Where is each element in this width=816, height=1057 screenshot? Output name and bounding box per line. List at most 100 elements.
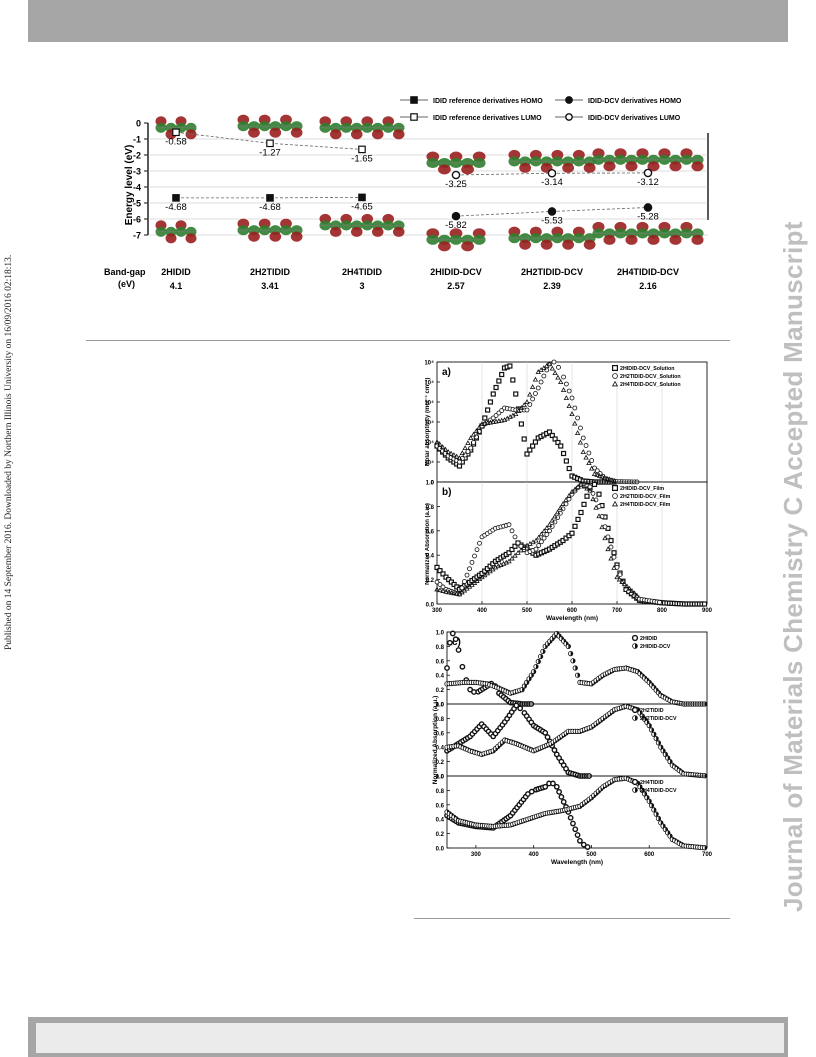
spectrum-point	[542, 374, 546, 378]
spectrum-point	[556, 376, 560, 380]
energy-ytick-label: -1	[133, 135, 141, 145]
bandgap-table: Band-gap(eV)2HIDID4.12H2TIDID3.412H4TIDI…	[104, 267, 679, 291]
legend-label: 2H4TIDID	[640, 780, 664, 786]
spectrum-point	[564, 459, 568, 463]
spectrum-point	[486, 408, 490, 412]
spectrum-point	[460, 586, 464, 590]
energy-point	[644, 204, 651, 211]
spectrum-point	[576, 416, 580, 420]
spectrum-point	[564, 382, 568, 386]
spectrum-point	[597, 492, 601, 496]
download-notice: Published on 14 September 2016. Download…	[4, 255, 14, 650]
legend-marker	[613, 382, 618, 386]
spectrum-point	[550, 367, 554, 371]
spectrum-point	[573, 406, 577, 410]
spectrum-point	[528, 448, 532, 452]
xtick-label: 300	[432, 608, 443, 614]
spectrum-point	[507, 523, 511, 527]
spectrum-point	[531, 397, 535, 401]
energy-point	[452, 213, 459, 220]
legend-marker	[613, 374, 618, 379]
spectrum-point	[519, 422, 523, 426]
energy-value-label: -1.27	[259, 147, 281, 158]
page-footer-bar	[28, 1017, 788, 1057]
legend-marker	[613, 494, 618, 499]
xtick-label: 800	[657, 608, 668, 614]
bandgap-value: 2.16	[639, 281, 657, 291]
spectrum-point	[510, 529, 514, 533]
energy-value-label: -5.28	[637, 211, 659, 222]
orbital-sketch-lumo-2	[319, 116, 404, 139]
plot-frame	[447, 704, 707, 776]
energy-value-label: -5.53	[541, 215, 563, 226]
orbital-lobe	[461, 164, 474, 174]
x-axis-label: Wavelength (nm)	[551, 859, 603, 866]
spectrum-point	[585, 494, 589, 498]
orbital-lobe	[647, 235, 659, 245]
spectrum-point	[460, 665, 464, 669]
legend-label: IDID reference derivatives LUMO	[433, 115, 542, 122]
energy-point	[644, 169, 651, 176]
legend-marker	[411, 97, 417, 103]
spectrum-point	[584, 456, 588, 460]
spectrum-point	[567, 467, 571, 471]
spectrum-point	[466, 450, 470, 454]
molecule-orbital-sketches	[156, 115, 704, 252]
orbital-lobe	[584, 240, 596, 250]
spectrum-point	[548, 523, 552, 527]
xtick-label: 300	[471, 852, 482, 858]
spectrum-point	[508, 364, 512, 368]
energy-value-label: -3.25	[445, 179, 467, 190]
legend-marker	[613, 502, 618, 506]
spectrum-point	[469, 436, 473, 440]
legend-marker	[411, 114, 417, 120]
orbital-lobe	[351, 227, 363, 237]
orbital-lobe	[541, 240, 553, 250]
spectrum-point	[525, 408, 529, 412]
spectrum-point	[483, 416, 487, 420]
spectrum-point	[537, 543, 541, 547]
energy-ytick-label: 0	[136, 119, 141, 129]
figure-rule-bottom	[414, 918, 730, 919]
orbital-lobe	[625, 161, 637, 171]
ytick-label: 0.2	[436, 832, 445, 838]
spectrum-point	[463, 446, 467, 450]
spectrum-point	[590, 459, 594, 463]
spectrum-point	[555, 785, 559, 789]
spectrum-point	[573, 827, 577, 831]
spectrum-point	[516, 541, 520, 545]
spectrum-point	[536, 386, 540, 390]
spectrum-point	[448, 641, 452, 645]
spectrum-point	[570, 531, 574, 535]
spectrum-point	[571, 821, 575, 825]
spectrum-point	[578, 426, 582, 430]
spectrum-point	[581, 436, 585, 440]
molecule-name: 2H2TIDID	[250, 267, 291, 277]
orbital-lobe	[291, 128, 303, 138]
orbital-sketch-homo-0	[156, 220, 197, 243]
energy-value-label: -5.82	[445, 220, 467, 231]
spectrum-point	[513, 535, 517, 539]
molecule-name: 2HIDID	[161, 267, 191, 277]
spectrum-point	[564, 396, 568, 400]
orbital-lobe	[519, 240, 531, 250]
spectrum-point	[591, 497, 595, 501]
spectrum-point	[567, 404, 571, 408]
energy-ytick-label: -3	[133, 167, 141, 177]
legend-marker	[566, 97, 572, 103]
energy-ytick-label: -7	[133, 231, 141, 241]
orbital-lobe	[669, 161, 681, 171]
orbital-lobe	[372, 129, 384, 139]
molecule-name: 2H2TIDID-DCV	[521, 267, 583, 277]
bandgap-heading: Band-gap	[104, 267, 146, 277]
legend-label: IDID reference derivatives HOMO	[433, 98, 543, 105]
spectrum-point	[542, 536, 546, 540]
energy-value-label: -4.65	[351, 201, 373, 212]
legend-marker	[613, 486, 618, 491]
spectrum-point	[612, 551, 616, 555]
spectrum-point	[579, 511, 583, 515]
orbital-lobe	[603, 161, 615, 171]
xtick-label: 500	[522, 608, 533, 614]
bandgap-value: 4.1	[170, 281, 183, 291]
ytick-label: 0.8	[436, 789, 445, 795]
